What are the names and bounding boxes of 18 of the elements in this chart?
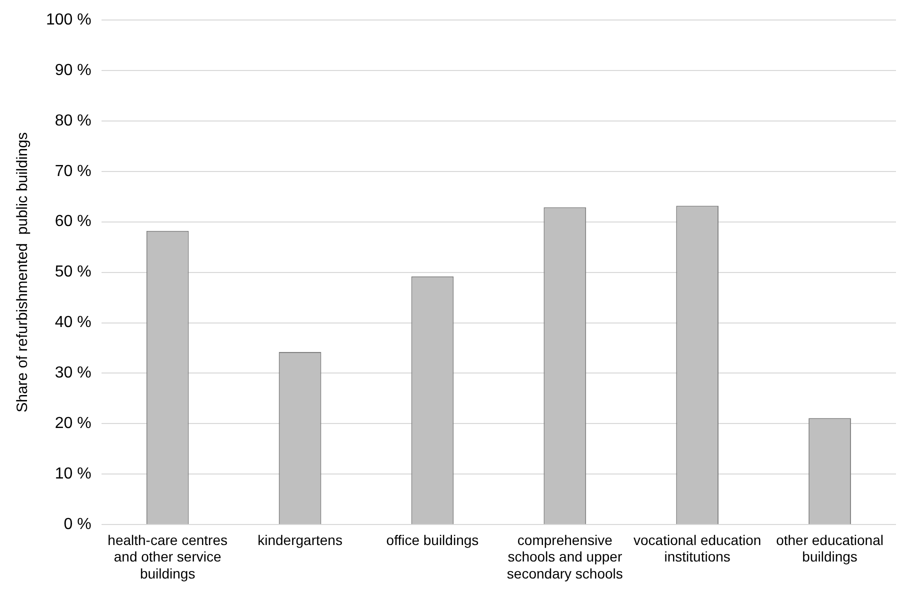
x-tick-label: office buildings bbox=[386, 532, 479, 548]
y-tick-label: 0 % bbox=[64, 516, 92, 534]
y-tick-label: 20 % bbox=[54, 415, 92, 432]
x-tick-label: kindergartens bbox=[258, 532, 342, 548]
x-tick-label: comprehensive schools and upper secondary schools bbox=[506, 532, 623, 582]
y-tick-label: 100 % bbox=[46, 11, 92, 28]
y-tick-label: 70 % bbox=[54, 162, 92, 180]
y-tick-label: 60 % bbox=[54, 213, 92, 230]
y-tick-label: 80 % bbox=[54, 112, 92, 130]
x-tick-label: health-care centres and other service buildings bbox=[108, 532, 228, 582]
y-tick-label: 40 % bbox=[54, 314, 92, 332]
x-tick-label: other educational buildings bbox=[776, 532, 884, 565]
y-tick-label: 50 % bbox=[54, 264, 92, 281]
x-tick-label: vocational education institutions bbox=[634, 532, 762, 565]
y-tick-label: 30 % bbox=[54, 364, 92, 382]
y-tick-label: 10 % bbox=[54, 466, 92, 483]
y-tick-label: 90 % bbox=[54, 62, 92, 79]
y-axis-title: Share of refurbishmented public buildings bbox=[14, 132, 32, 412]
